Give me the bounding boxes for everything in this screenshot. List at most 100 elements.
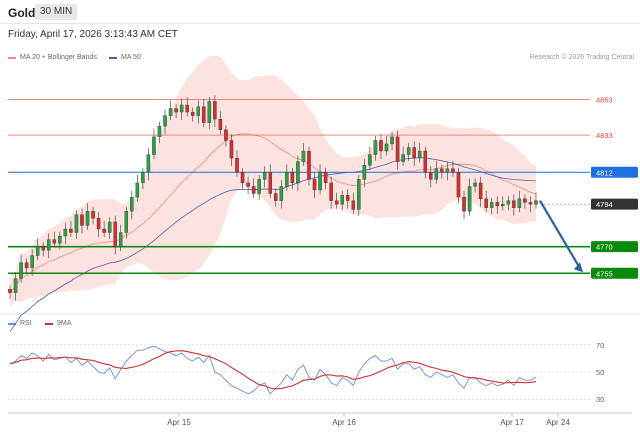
candle-body (357, 179, 361, 210)
candle-body (168, 108, 173, 116)
candle-body (312, 179, 317, 191)
candle-body (124, 211, 129, 233)
candle-body (290, 172, 295, 184)
candle-body (174, 108, 178, 113)
legend-9ma-label: 9MA (57, 320, 72, 327)
candle-body (246, 182, 250, 187)
level-tag-4812 (591, 166, 638, 178)
candle-body (307, 150, 311, 180)
candle-body (523, 198, 527, 203)
candle-body (196, 106, 201, 116)
candle-body (368, 154, 372, 166)
candle-body (340, 195, 344, 205)
candle-body (484, 198, 488, 208)
candle-body (423, 150, 428, 173)
level-label-4853: 4853 (596, 96, 613, 105)
candle-body (251, 186, 256, 194)
rsi-tick-30: 30 (596, 395, 604, 404)
candle-body (345, 195, 350, 201)
candle-body (285, 172, 289, 187)
candle-body (35, 246, 40, 256)
candle-body (96, 218, 101, 230)
x-tick-label: Apr 15 (167, 418, 191, 427)
interval-badge[interactable]: 30 MIN (35, 4, 78, 20)
candle-body (74, 214, 79, 233)
candle-body (301, 150, 306, 162)
candle-body (412, 147, 416, 159)
candle-body (213, 101, 217, 120)
level-label-4833: 4833 (596, 131, 613, 140)
level-tag-4770 (591, 241, 638, 253)
legend-ma50: MA 50 (109, 54, 141, 61)
candle-body (229, 140, 234, 159)
candle-body (351, 200, 356, 210)
candle-body (152, 136, 156, 155)
candle-body (85, 211, 90, 226)
candle-body (190, 111, 195, 116)
candle-body (240, 172, 245, 184)
legend-9ma: 9MA (45, 320, 71, 327)
candle-body (30, 255, 34, 269)
candle-body (506, 200, 511, 205)
candle-body (279, 186, 284, 201)
candle-body (13, 278, 18, 293)
legend-ma50-swatch (109, 56, 117, 59)
candle-body (80, 214, 84, 226)
rsi-9ma-line (9, 350, 537, 390)
candle-body (268, 172, 272, 194)
candle-body (440, 168, 444, 173)
candle-body (390, 136, 394, 145)
candle-body (262, 172, 267, 180)
candle-body (395, 136, 400, 162)
candle-body (528, 202, 533, 205)
candle-body (24, 262, 29, 269)
credit-text: Research © 2026 Trading Central (529, 54, 634, 61)
candle-body (467, 186, 472, 212)
ma50-line (9, 157, 537, 332)
candle-body (334, 200, 339, 205)
candle-body (489, 202, 494, 208)
forecast-arrow-head (574, 262, 583, 273)
candle-body (512, 200, 516, 208)
candle-body (19, 262, 23, 279)
level-label-4755: 4755 (596, 269, 613, 278)
candle-body (501, 204, 505, 207)
candle-body (8, 289, 12, 293)
candle-body (323, 172, 328, 184)
candle-body (107, 221, 112, 233)
candle-body (445, 168, 450, 173)
legend-bollinger-swatch (8, 56, 16, 59)
candle-body (113, 221, 117, 247)
candle-body (373, 140, 378, 155)
candle-body (224, 129, 228, 141)
candle-body (41, 246, 45, 251)
header-bar: Gold 30 MIN (0, 0, 640, 24)
level-label-4770: 4770 (596, 243, 613, 252)
candle-body (495, 202, 499, 207)
legend-bollinger-label: MA 20 + Bollinger Bands (20, 54, 97, 61)
ma20-line (9, 133, 537, 293)
candle-body (296, 161, 300, 184)
candle-body (135, 182, 140, 198)
candle-body (141, 172, 145, 184)
candle-body (91, 211, 95, 219)
candle-body (157, 126, 162, 138)
candle-body (362, 165, 367, 180)
candle-body (218, 118, 223, 130)
candle-body (473, 182, 477, 187)
legend-ma50-label: MA 50 (121, 54, 141, 61)
candle-body (235, 157, 239, 173)
legend-rsi-label: RSI (20, 320, 32, 327)
candle-body (462, 196, 466, 212)
candle-body (434, 168, 439, 180)
candle-body (318, 172, 322, 191)
candle-body (517, 198, 522, 208)
candle-body (185, 104, 189, 113)
level-tag-4755 (591, 267, 638, 279)
candle-body (329, 182, 333, 201)
candle-body (69, 228, 73, 233)
x-tick-label: Apr 17 (500, 418, 524, 427)
candle-body (163, 115, 167, 127)
x-tick-label: Apr 16 (332, 418, 356, 427)
